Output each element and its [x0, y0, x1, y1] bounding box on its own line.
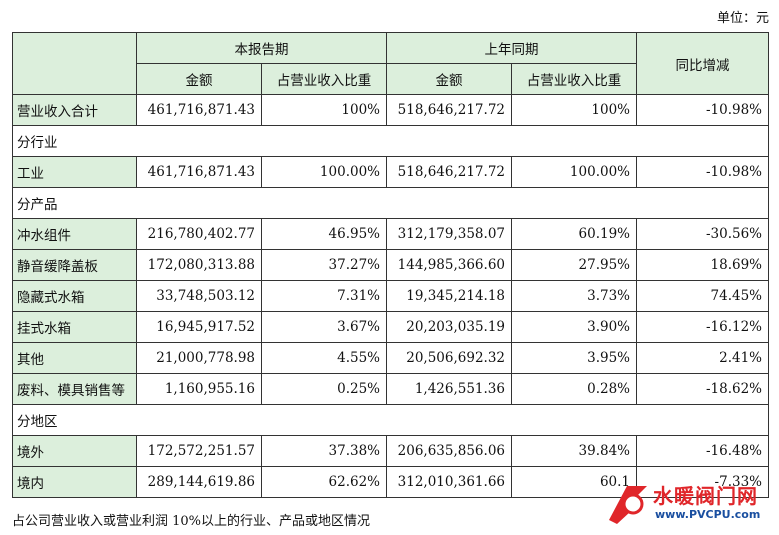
row-label: 营业收入合计 — [12, 94, 137, 126]
header-blank — [12, 32, 137, 95]
watermark-url: www.PVCPU.com — [655, 508, 761, 521]
prev-amount: 20,203,035.19 — [386, 311, 512, 343]
row-label: 境内 — [12, 466, 137, 498]
cur-share: 62.62% — [261, 466, 387, 498]
yoy-change: -16.12% — [636, 311, 769, 343]
prev-share: 100% — [511, 94, 637, 126]
header-prev-share: 占营业收入比重 — [511, 63, 637, 95]
prev-share: 39.84% — [511, 435, 637, 467]
prev-amount: 312,179,358.07 — [386, 218, 512, 250]
cur-share: 100% — [261, 94, 387, 126]
prev-share: 0.28% — [511, 373, 637, 405]
yoy-change: -30.56% — [636, 218, 769, 250]
yoy-change: 74.45% — [636, 280, 769, 312]
table-row: 静音缓降盖板 172,080,313.88 37.27% 144,985,366… — [12, 249, 769, 281]
prev-amount: 19,345,214.18 — [386, 280, 512, 312]
yoy-change: 18.69% — [636, 249, 769, 281]
valve-logo-icon — [609, 486, 647, 524]
watermark-logo: 水暖阀门网 www.PVCPU.com — [603, 480, 773, 528]
section-label: 分行业 — [12, 125, 769, 157]
yoy-change: 2.41% — [636, 342, 769, 374]
cur-amount: 1,160,955.16 — [136, 373, 262, 405]
prev-amount: 518,646,217.72 — [386, 94, 512, 126]
cur-amount: 289,144,619.86 — [136, 466, 262, 498]
table-row: 境内 289,144,619.86 62.62% 312,010,361.66 … — [12, 466, 769, 498]
yoy-change: -10.98% — [636, 94, 769, 126]
prev-share: 27.95% — [511, 249, 637, 281]
yoy-change: -7.33% — [636, 466, 769, 498]
prev-amount: 20,506,692.32 — [386, 342, 512, 374]
cur-share: 0.25% — [261, 373, 387, 405]
cur-share: 4.55% — [261, 342, 387, 374]
header-cur-amount: 金额 — [136, 63, 262, 95]
prev-amount: 1,426,551.36 — [386, 373, 512, 405]
prev-share: 100.00% — [511, 156, 637, 188]
prev-share: 3.73% — [511, 280, 637, 312]
cur-amount: 33,748,503.12 — [136, 280, 262, 312]
prev-amount: 144,985,366.60 — [386, 249, 512, 281]
cur-share: 100.00% — [261, 156, 387, 188]
section-label: 分产品 — [12, 187, 769, 219]
total-row: 营业收入合计 461,716,871.43 100% 518,646,217.7… — [12, 94, 769, 126]
watermark-text: 水暖阀门网 — [653, 484, 758, 508]
yoy-change: -18.62% — [636, 373, 769, 405]
footnote: 占公司营业收入或营业利润 10%以上的行业、产品或地区情况 — [12, 514, 371, 529]
revenue-table: 本报告期 上年同期 同比增减 金额 占营业收入比重 金额 占营业收入比重 营业收… — [12, 32, 769, 498]
row-label: 静音缓降盖板 — [12, 249, 137, 281]
row-label: 境外 — [12, 435, 137, 467]
cur-amount: 461,716,871.43 — [136, 156, 262, 188]
table-row: 工业 461,716,871.43 100.00% 518,646,217.72… — [12, 156, 769, 188]
header-yoy: 同比增减 — [636, 32, 769, 95]
cur-share: 46.95% — [261, 218, 387, 250]
header-prev-amount: 金额 — [386, 63, 512, 95]
prev-share: 3.90% — [511, 311, 637, 343]
row-label: 其他 — [12, 342, 137, 374]
section-row-industry: 分行业 — [12, 125, 769, 157]
table-row: 废料、模具销售等 1,160,955.16 0.25% 1,426,551.36… — [12, 373, 769, 405]
cur-amount: 172,080,313.88 — [136, 249, 262, 281]
row-label: 挂式水箱 — [12, 311, 137, 343]
cur-amount: 16,945,917.52 — [136, 311, 262, 343]
prev-share: 3.95% — [511, 342, 637, 374]
row-label: 冲水组件 — [12, 218, 137, 250]
table-row: 境外 172,572,251.57 37.38% 206,635,856.06 … — [12, 435, 769, 467]
prev-share: 60.19% — [511, 218, 637, 250]
yoy-change: -10.98% — [636, 156, 769, 188]
yoy-change: -16.48% — [636, 435, 769, 467]
table-row: 隐藏式水箱 33,748,503.12 7.31% 19,345,214.18 … — [12, 280, 769, 312]
prev-amount: 312,010,361.66 — [386, 466, 512, 498]
section-row-region: 分地区 — [12, 404, 769, 436]
section-row-product: 分产品 — [12, 187, 769, 219]
row-label: 隐藏式水箱 — [12, 280, 137, 312]
table-row: 冲水组件 216,780,402.77 46.95% 312,179,358.0… — [12, 218, 769, 250]
unit-label: 单位：元 — [716, 11, 769, 26]
table-row: 其他 21,000,778.98 4.55% 20,506,692.32 3.9… — [12, 342, 769, 374]
cur-amount: 172,572,251.57 — [136, 435, 262, 467]
prev-share: 60.1 — [511, 466, 637, 498]
cur-share: 37.38% — [261, 435, 387, 467]
header-row-2: 金额 占营业收入比重 金额 占营业收入比重 — [13, 63, 769, 95]
cur-amount: 216,780,402.77 — [136, 218, 262, 250]
header-cur-share: 占营业收入比重 — [261, 63, 387, 95]
header-row-1: 本报告期 上年同期 同比增减 — [12, 32, 769, 95]
cur-amount: 461,716,871.43 — [136, 94, 262, 126]
row-label: 废料、模具销售等 — [12, 373, 137, 405]
section-label: 分地区 — [12, 404, 769, 436]
table-row: 挂式水箱 16,945,917.52 3.67% 20,203,035.19 3… — [12, 311, 769, 343]
prev-amount: 206,635,856.06 — [386, 435, 512, 467]
cur-share: 3.67% — [261, 311, 387, 343]
cur-amount: 21,000,778.98 — [136, 342, 262, 374]
prev-amount: 518,646,217.72 — [386, 156, 512, 188]
row-label: 工业 — [12, 156, 137, 188]
cur-share: 37.27% — [261, 249, 387, 281]
header-prior-period: 上年同期 — [386, 32, 637, 64]
header-current-period: 本报告期 — [136, 32, 387, 64]
cur-share: 7.31% — [261, 280, 387, 312]
